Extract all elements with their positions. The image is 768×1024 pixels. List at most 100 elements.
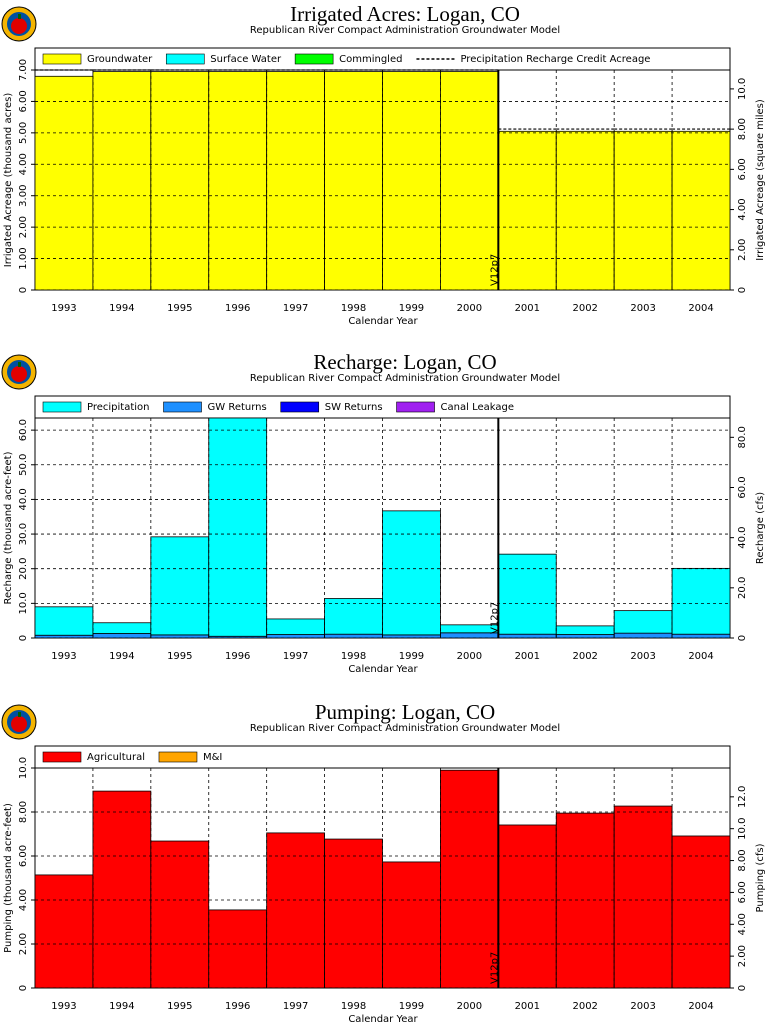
x-tick-label: 2002 — [572, 651, 597, 662]
bar — [150, 536, 210, 636]
y-tick-label: 40.0 — [18, 488, 29, 510]
bar — [497, 130, 557, 291]
x-tick-label: 1995 — [167, 303, 192, 314]
bar — [150, 634, 210, 639]
bar — [613, 610, 673, 634]
y-tick-label: 6.00 — [18, 90, 29, 112]
y-tick-label: 8.00 — [18, 801, 29, 823]
x-tick-label: 1994 — [109, 1001, 134, 1012]
legend-swatch — [294, 53, 334, 65]
logo-apple — [11, 18, 27, 34]
y-tick-label: 1.00 — [18, 247, 29, 269]
logo-apple — [11, 716, 27, 732]
bar — [208, 909, 268, 989]
x-tick-label: 2004 — [688, 303, 713, 314]
x-tick-label: 1996 — [225, 651, 250, 662]
bar — [92, 71, 152, 291]
legend-label: Groundwater — [87, 54, 153, 65]
legend-swatch — [396, 401, 435, 413]
legend-label: SW Returns — [325, 402, 383, 413]
legend-label: Surface Water — [210, 54, 282, 65]
x-tick-label: 1999 — [399, 303, 424, 314]
y-tick-label: 6.00 — [18, 845, 29, 867]
x-tick-label: 2003 — [630, 303, 655, 314]
bar — [208, 71, 268, 291]
bar — [266, 71, 325, 291]
bar — [34, 634, 94, 639]
bar — [324, 598, 383, 635]
vertical-marker-label: V12p7 — [489, 254, 500, 286]
bar — [440, 71, 499, 291]
y2-tick-label: 8.00 — [737, 118, 748, 140]
y-tick-label: 50.0 — [18, 454, 29, 476]
y2-tick-label: 0 — [737, 985, 748, 991]
y-tick-label: 30.0 — [18, 523, 29, 545]
y-tick-label: 10.0 — [18, 757, 29, 779]
y2-tick-label: 6.00 — [737, 881, 748, 903]
x-tick-label: 1995 — [167, 1001, 192, 1012]
bar — [671, 633, 731, 639]
chart-title: Pumping: Logan, CO — [315, 700, 495, 724]
y-tick-label: 4.00 — [18, 153, 29, 175]
legend-label: Commingled — [339, 54, 402, 65]
y-tick-label: 10.0 — [18, 592, 29, 614]
y-tick-label: 0 — [18, 635, 29, 641]
x-tick-label: 2001 — [515, 651, 540, 662]
legend-label: Precipitation — [87, 402, 150, 413]
bar — [150, 71, 210, 291]
y2-tick-label: 60.0 — [737, 476, 748, 498]
chart-subtitle: Republican River Compact Administration … — [250, 373, 560, 384]
y2-tick-label: 10.0 — [737, 78, 748, 100]
bar — [92, 790, 152, 989]
chart-title: Recharge: Logan, CO — [313, 350, 496, 374]
legend-label: Canal Leakage — [441, 402, 514, 413]
y-tick-label: 2.00 — [18, 216, 29, 238]
x-axis-title: Calendar Year — [348, 316, 418, 327]
legend-swatch — [42, 751, 82, 763]
bar — [382, 861, 441, 989]
y2-axis-title: Pumping (cfs) — [755, 843, 766, 912]
bar — [324, 838, 383, 989]
y-axis-title: Pumping (thousand acre-feet) — [3, 803, 14, 953]
legend-swatch — [42, 401, 82, 413]
x-tick-label: 1996 — [225, 303, 250, 314]
bar — [324, 71, 383, 291]
bar — [150, 840, 210, 989]
y2-tick-label: 10.0 — [737, 818, 748, 840]
y-axis-title: Recharge (thousand acre-feet) — [3, 451, 14, 604]
y2-tick-label: 6.00 — [737, 158, 748, 180]
bar — [34, 606, 94, 636]
legend-swatch — [42, 53, 82, 65]
x-tick-label: 1994 — [109, 651, 134, 662]
x-tick-label: 2000 — [457, 1001, 482, 1012]
bar — [497, 633, 557, 639]
legend-swatch — [280, 401, 320, 413]
x-tick-label: 1996 — [225, 1001, 250, 1012]
legend-label: M&I — [203, 752, 222, 763]
bar — [324, 633, 383, 639]
y-tick-label: 4.00 — [18, 889, 29, 911]
chart-subtitle: Republican River Compact Administration … — [250, 723, 560, 734]
y-tick-label: 2.00 — [18, 933, 29, 955]
bar — [440, 769, 499, 989]
y2-tick-label: 40.0 — [737, 527, 748, 549]
y2-tick-label: 4.00 — [737, 913, 748, 935]
x-tick-label: 1998 — [341, 651, 366, 662]
x-tick-label: 2001 — [515, 303, 540, 314]
bar — [497, 553, 557, 635]
x-tick-label: 2002 — [572, 1001, 597, 1012]
x-tick-label: 1998 — [341, 1001, 366, 1012]
bar — [382, 510, 441, 636]
y2-axis-title: Recharge (cfs) — [755, 492, 766, 564]
bar — [266, 618, 325, 635]
bar — [382, 71, 441, 291]
bar — [613, 632, 673, 639]
x-tick-label: 2004 — [688, 651, 713, 662]
bar — [382, 634, 441, 639]
x-tick-label: 1998 — [341, 303, 366, 314]
x-tick-label: 2000 — [457, 651, 482, 662]
x-tick-label: 1997 — [283, 651, 308, 662]
x-tick-label: 1993 — [51, 651, 76, 662]
bar — [671, 567, 731, 635]
y2-tick-label: 2.00 — [737, 945, 748, 967]
